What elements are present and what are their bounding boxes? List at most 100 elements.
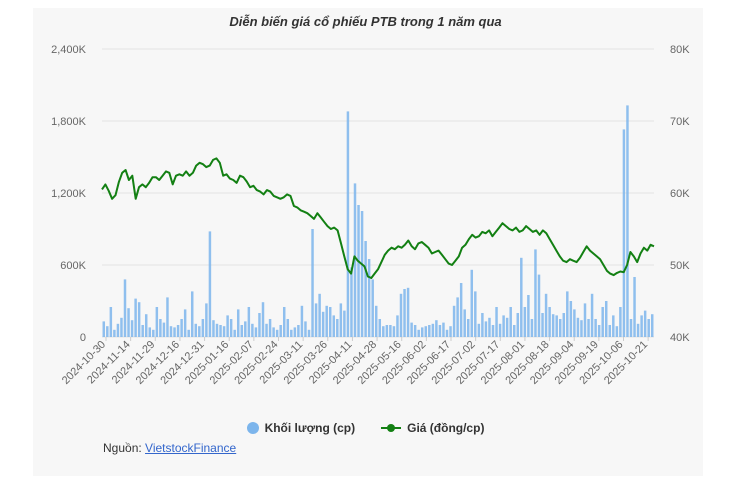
- volume-bar: [350, 267, 353, 337]
- volume-bar: [488, 317, 491, 337]
- volume-bar: [643, 310, 647, 337]
- volume-bar: [410, 322, 413, 337]
- volume-bar: [597, 325, 601, 337]
- volume-bar: [399, 293, 403, 337]
- volume-bar: [219, 325, 222, 337]
- volume-bar: [367, 259, 371, 337]
- legend-volume-label: Khối lượng (cp): [264, 421, 356, 435]
- volume-bar: [470, 269, 474, 337]
- volume-bar: [594, 319, 597, 337]
- volume-bar: [640, 315, 643, 337]
- volume-bar: [106, 326, 109, 337]
- volume-bar: [343, 310, 346, 337]
- volume-bar: [127, 308, 130, 337]
- volume-bar: [459, 283, 463, 337]
- legend: Khối lượng (cp) Giá (đồng/cp): [0, 421, 731, 435]
- volume-bar: [548, 307, 551, 337]
- volume-bar: [205, 303, 208, 337]
- y-right-tick-label: 40K: [670, 332, 690, 344]
- volume-bar: [357, 205, 360, 337]
- volume-bar: [449, 326, 452, 337]
- volume-bar: [272, 327, 275, 337]
- volume-bar: [420, 327, 424, 337]
- volume-bar: [300, 305, 304, 337]
- volume-bar: [562, 313, 566, 337]
- legend-price-label: Giá (đồng/cp): [407, 421, 485, 435]
- volume-bar: [633, 277, 636, 337]
- volume-bar: [275, 329, 279, 337]
- volume-bar: [328, 307, 332, 337]
- volume-bar: [332, 315, 336, 337]
- volume-bar: [452, 305, 456, 337]
- volume-bar: [173, 327, 176, 337]
- volume-bar: [612, 315, 615, 337]
- volume-bar: [318, 293, 321, 337]
- y-right-tick-label: 60K: [670, 188, 690, 200]
- volume-bar: [413, 325, 417, 337]
- volume-bar: [137, 302, 141, 337]
- volume-bars: [102, 105, 654, 338]
- legend-item-price[interactable]: Giá (đồng/cp): [381, 421, 484, 435]
- y-left-tick-label: 1,200K: [51, 188, 87, 200]
- volume-bar: [626, 105, 629, 338]
- volume-bar: [604, 301, 608, 337]
- volume-bar: [286, 319, 290, 337]
- volume-bar: [144, 314, 148, 337]
- y-left-tick-label: 1,800K: [51, 116, 87, 128]
- price-line: [101, 157, 655, 279]
- source-prefix: Nguồn:: [103, 441, 146, 455]
- y-right-tick-label: 70K: [670, 116, 690, 128]
- volume-bar: [187, 329, 190, 337]
- volume-bar: [346, 111, 350, 338]
- volume-bar: [226, 315, 229, 337]
- volume-bar: [431, 323, 435, 337]
- y-left-tick-label: 600K: [60, 260, 86, 272]
- chart-title: Diễn biến giá cổ phiếu PTB trong 1 năm q…: [229, 14, 502, 29]
- volume-bar: [417, 329, 420, 337]
- volume-bar: [615, 326, 619, 337]
- volume-bar: [166, 297, 169, 337]
- y-right-tick-label: 50K: [670, 260, 690, 272]
- volume-bar: [251, 323, 254, 337]
- volume-bar: [236, 309, 240, 337]
- volume-bar: [466, 319, 470, 337]
- volume-bar: [566, 291, 569, 337]
- y-axis-left: 0 600K 1,200K 1,800K 2,400K: [51, 44, 87, 344]
- volume-bar: [619, 307, 622, 337]
- volume-bar: [445, 329, 449, 337]
- volume-bar: [576, 317, 580, 337]
- volume-bar: [229, 319, 233, 337]
- volume-bar: [314, 303, 318, 337]
- legend-item-volume[interactable]: Khối lượng (cp): [246, 421, 356, 435]
- volume-bar: [555, 315, 558, 337]
- volume-bar: [551, 314, 555, 337]
- volume-bar: [477, 323, 481, 337]
- volume-bar: [222, 326, 226, 337]
- volume-bar: [134, 298, 137, 337]
- price-series-line: [101, 157, 655, 279]
- volume-bar: [474, 291, 477, 337]
- volume-bar: [636, 323, 640, 337]
- volume-bar: [520, 257, 523, 337]
- volume-bar: [240, 325, 244, 337]
- volume-bar: [569, 301, 573, 337]
- volume-bar: [102, 321, 106, 337]
- source-link[interactable]: VietstockFinance: [145, 441, 237, 455]
- volume-bar: [502, 315, 505, 337]
- volume-bar: [268, 319, 272, 337]
- volume-bar: [484, 321, 488, 337]
- volume-bar: [130, 320, 134, 337]
- volume-bar: [509, 307, 512, 337]
- volume-bar: [339, 303, 343, 337]
- volume-bar: [162, 322, 166, 337]
- volume-bar: [180, 319, 183, 337]
- volume-bar: [378, 319, 382, 337]
- volume-bar: [590, 293, 594, 337]
- volume-bar: [155, 307, 159, 337]
- volume-bar: [311, 229, 314, 337]
- volume-bar: [385, 325, 389, 337]
- volume-bar: [530, 319, 534, 337]
- volume-bar: [212, 320, 215, 337]
- volume-bar: [297, 325, 300, 337]
